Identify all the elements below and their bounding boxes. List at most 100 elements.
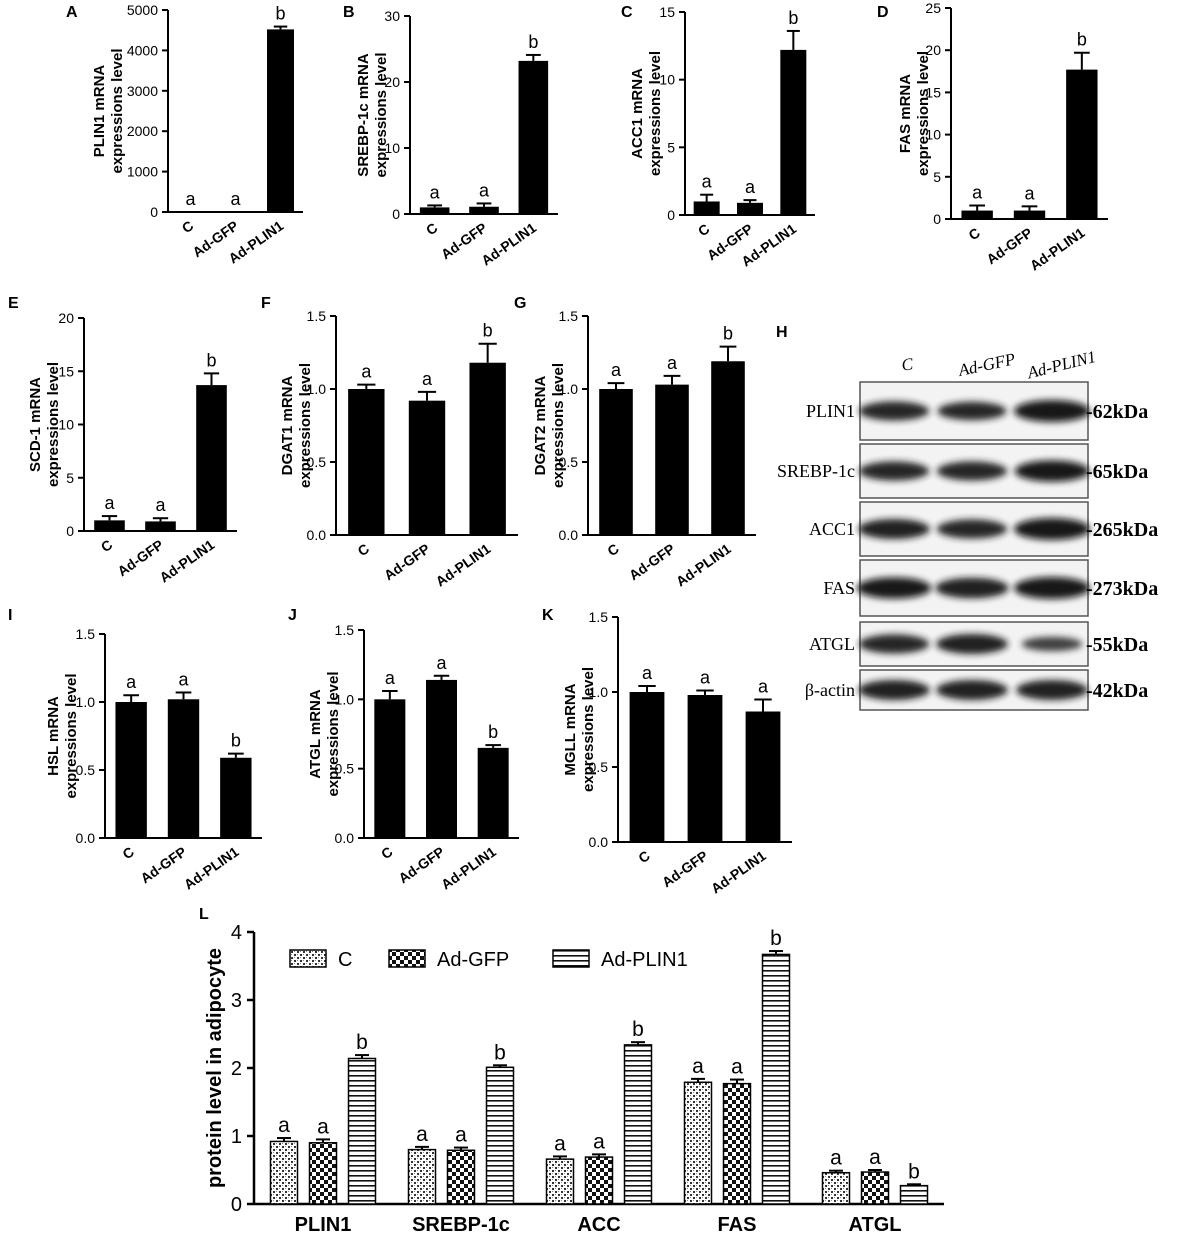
bar (267, 29, 294, 213)
y-tick-label: 0.0 (307, 527, 327, 543)
significance-letter: a (178, 669, 189, 689)
y-tick-label: 5 (667, 139, 675, 155)
bar (408, 400, 446, 535)
significance-letter: a (479, 180, 490, 200)
significance-letter: a (230, 189, 241, 209)
molecular-weight-label: -42kDa (1086, 680, 1148, 702)
y-axis-label: protein level in adipocyte (204, 948, 226, 1188)
significance-letter: b (770, 927, 782, 950)
y-tick-label: 0.5 (559, 454, 579, 470)
significance-letter: b (488, 722, 498, 742)
x-tick-label: ACC (577, 1214, 620, 1236)
legend-label: Ad-GFP (437, 949, 509, 971)
y-tick-label: 15 (925, 84, 941, 100)
significance-letter: b (494, 1041, 506, 1064)
bar (693, 201, 720, 215)
y-axis-label: expressions level (550, 363, 567, 488)
bar (961, 210, 993, 219)
x-tick-label: Ad-PLIN1 (438, 843, 499, 892)
panel-E: E 0 5 10 15 20 SCD-1 mRNA expressions level a Ca A… (8, 295, 237, 586)
molecular-weight-label: -273kDa (1086, 578, 1158, 600)
bar (94, 520, 125, 531)
y-tick-label: 1.0 (559, 381, 579, 397)
significance-letter: a (385, 668, 396, 688)
significance-letter: b (231, 731, 241, 751)
x-tick-label: Ad-PLIN1 (181, 843, 242, 892)
y-axis-label: expressions level (373, 52, 390, 177)
y-tick-label: 1.0 (76, 694, 96, 710)
significance-letter: b (788, 8, 798, 28)
y-axis-label: DGAT2 mRNA (532, 375, 549, 475)
x-tick-label: C (119, 843, 136, 862)
lane-label: Ad-GFP (956, 349, 1017, 380)
bar (145, 521, 176, 531)
significance-letter: a (869, 1146, 881, 1169)
significance-letter: a (1024, 183, 1035, 203)
significance-letter: a (278, 1114, 290, 1137)
blot-band (858, 680, 930, 700)
y-axis-label: DGAT1 mRNA (279, 375, 296, 475)
y-tick-label: 10 (925, 127, 941, 143)
y-tick-label: 3 (231, 990, 242, 1012)
bar (374, 699, 406, 838)
y-tick-label: 0 (231, 1194, 242, 1216)
blot-band (856, 577, 932, 599)
significance-letter: a (126, 672, 137, 692)
legend-label: Ad-PLIN1 (601, 949, 688, 971)
x-tick-label: C (965, 224, 982, 243)
y-axis-label: expressions level (325, 671, 342, 796)
bar (545, 1158, 575, 1205)
blot-band (1014, 460, 1090, 482)
y-tick-label: 20 (925, 42, 941, 58)
significance-letter: b (632, 1018, 644, 1041)
y-tick-label: 5 (933, 169, 941, 185)
y-tick-label: 3000 (127, 83, 158, 99)
significance-letter: a (317, 1115, 329, 1138)
significance-letter: b (528, 32, 538, 52)
significance-letter: b (356, 1031, 368, 1054)
bar (308, 1142, 338, 1205)
y-axis-label: ACC1 mRNA (629, 68, 646, 159)
blot-band (937, 401, 1007, 421)
y-tick-label: 0 (150, 204, 158, 220)
y-tick-label: 2000 (127, 123, 158, 139)
y-tick-label: 1.5 (335, 622, 355, 638)
x-tick-label: C (355, 540, 372, 559)
y-tick-label: 1.5 (76, 626, 96, 642)
significance-letter: a (593, 1130, 605, 1153)
bar (348, 389, 385, 535)
blot-band (1014, 577, 1090, 599)
bar (711, 361, 745, 535)
bar (426, 679, 457, 838)
bar (629, 692, 665, 842)
bar (745, 711, 781, 842)
y-tick-label: 1 (231, 1126, 242, 1148)
panel-letter: F (261, 295, 271, 312)
significance-letter: a (731, 1056, 743, 1079)
significance-letter: a (830, 1147, 842, 1170)
x-tick-label: Ad-GFP (659, 847, 711, 890)
protein-label: SREBP-1c (777, 461, 855, 481)
y-tick-label: 1.5 (589, 609, 609, 625)
panel-K: K 0.0 0.5 1.0 1.5 MGLL mRNA expressions level a… (542, 607, 792, 897)
significance-letter: a (758, 677, 769, 697)
lane-label: C (900, 354, 915, 374)
blot-band (1014, 518, 1090, 540)
y-axis-label: PLIN1 mRNA (91, 65, 108, 158)
bar (722, 1082, 752, 1205)
y-axis-label: expressions level (647, 51, 664, 176)
y-axis-label: expressions level (63, 673, 80, 798)
blot-band (936, 680, 1008, 700)
y-tick-label: 4000 (127, 42, 158, 58)
bar (269, 1140, 299, 1205)
blot-band (936, 634, 1008, 654)
bar (899, 1184, 929, 1205)
x-tick-label: Ad-GFP (626, 540, 678, 583)
y-tick-label: 25 (925, 0, 941, 16)
y-tick-label: 0 (66, 523, 74, 539)
bar (220, 757, 252, 838)
